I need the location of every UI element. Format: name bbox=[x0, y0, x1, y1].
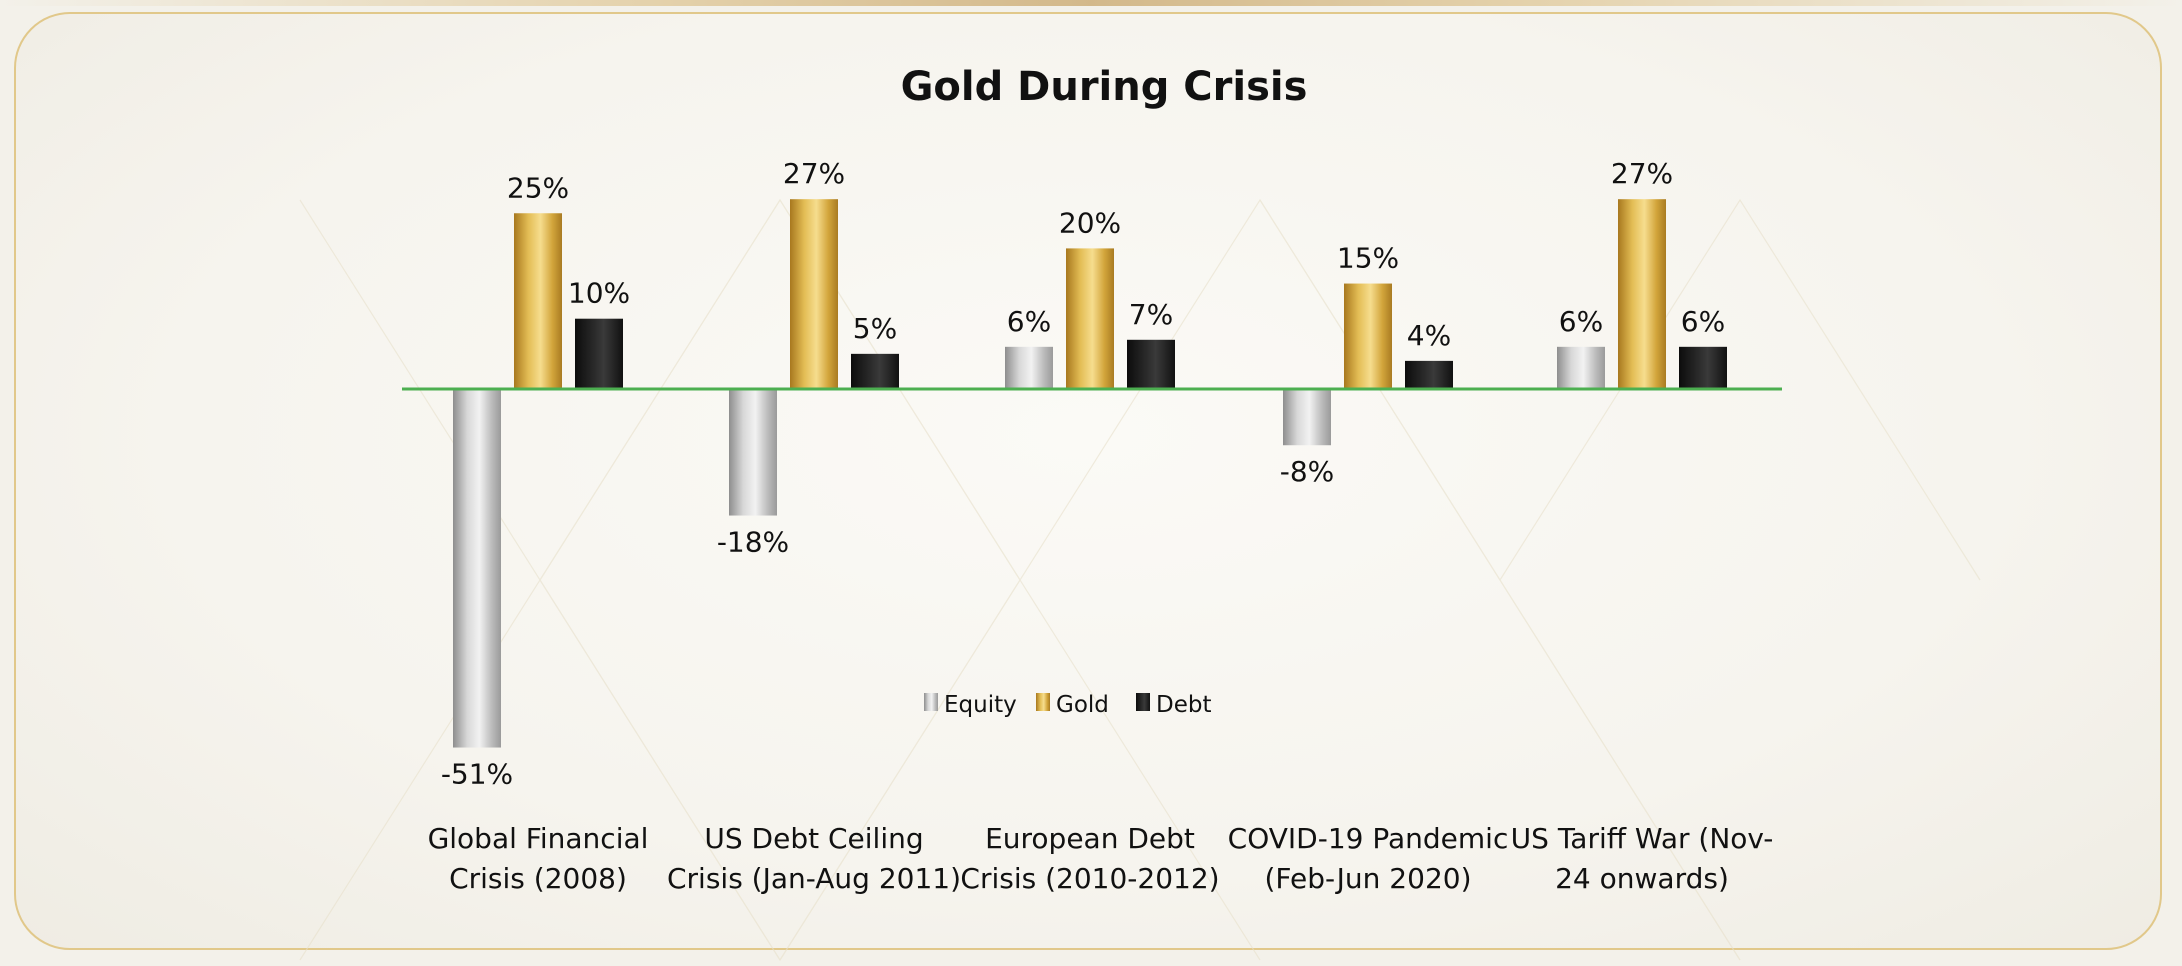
bar-debt-5 bbox=[1679, 346, 1727, 389]
category-label-1: Global Financial Crisis (2008) bbox=[428, 822, 649, 895]
data-label-gold-3: 20% bbox=[1059, 206, 1121, 239]
category-label-2: US Debt Ceiling Crisis (Jan-Aug 2011) bbox=[667, 822, 961, 895]
data-label-equity-5: 6% bbox=[1559, 305, 1603, 338]
bar-equity-3 bbox=[1005, 346, 1053, 389]
bar-debt-1 bbox=[575, 318, 623, 389]
data-label-equity-3: 6% bbox=[1007, 305, 1051, 338]
bar-equity-2 bbox=[729, 389, 777, 516]
bar-gold-3 bbox=[1066, 248, 1114, 389]
bar-equity-5 bbox=[1557, 346, 1605, 389]
chart-title: Gold During Crisis bbox=[901, 64, 1308, 110]
data-label-gold-2: 27% bbox=[783, 157, 845, 190]
legend-label-equity: Equity bbox=[944, 692, 1017, 718]
data-label-debt-5: 6% bbox=[1681, 305, 1725, 338]
legend: Equity Gold Debt bbox=[924, 692, 1211, 718]
bar-equity-4 bbox=[1283, 389, 1331, 446]
category-label-4: COVID-19 Pandemic (Feb-Jun 2020) bbox=[1228, 822, 1509, 895]
legend-label-debt: Debt bbox=[1156, 692, 1211, 718]
data-label-gold-1: 25% bbox=[507, 171, 569, 204]
data-label-debt-1: 10% bbox=[568, 277, 630, 310]
category-labels-layer: Global Financial Crisis (2008)US Debt Cei… bbox=[428, 822, 1774, 895]
chart-frame bbox=[14, 12, 2162, 950]
data-label-debt-2: 5% bbox=[853, 312, 897, 345]
bar-debt-3 bbox=[1127, 339, 1175, 389]
bar-equity-1 bbox=[453, 389, 501, 748]
bar-gold-1 bbox=[514, 213, 562, 389]
legend-swatch-equity bbox=[924, 693, 938, 711]
data-label-equity-1: -51% bbox=[441, 758, 513, 791]
data-label-gold-5: 27% bbox=[1611, 157, 1673, 190]
data-label-equity-4: -8% bbox=[1280, 455, 1335, 488]
bar-gold-4 bbox=[1344, 283, 1392, 389]
legend-label-gold: Gold bbox=[1056, 692, 1109, 718]
data-label-debt-4: 4% bbox=[1407, 319, 1451, 352]
data-labels-layer: -51% -18% 6% -8% 6% 25% 27% 20% 15% 27% 10% 5% 7% 4% 6… bbox=[441, 157, 1725, 790]
bars-layer bbox=[453, 199, 1727, 748]
background-pattern bbox=[299, 198, 1981, 962]
bar-gold-2 bbox=[790, 199, 838, 389]
bar-debt-2 bbox=[851, 353, 899, 389]
legend-swatch-debt bbox=[1136, 693, 1150, 711]
legend-swatch-gold bbox=[1036, 693, 1050, 711]
bar-debt-4 bbox=[1405, 360, 1453, 389]
data-label-equity-2: -18% bbox=[717, 526, 789, 559]
category-label-3: European Debt Crisis (2010-2012) bbox=[960, 822, 1219, 895]
data-label-debt-3: 7% bbox=[1129, 298, 1173, 331]
top-accent-line bbox=[0, 0, 2182, 6]
bar-gold-5 bbox=[1618, 199, 1666, 389]
category-label-5: US Tariff War (Nov-24 onwards) bbox=[1511, 822, 1774, 895]
data-label-gold-4: 15% bbox=[1337, 242, 1399, 275]
